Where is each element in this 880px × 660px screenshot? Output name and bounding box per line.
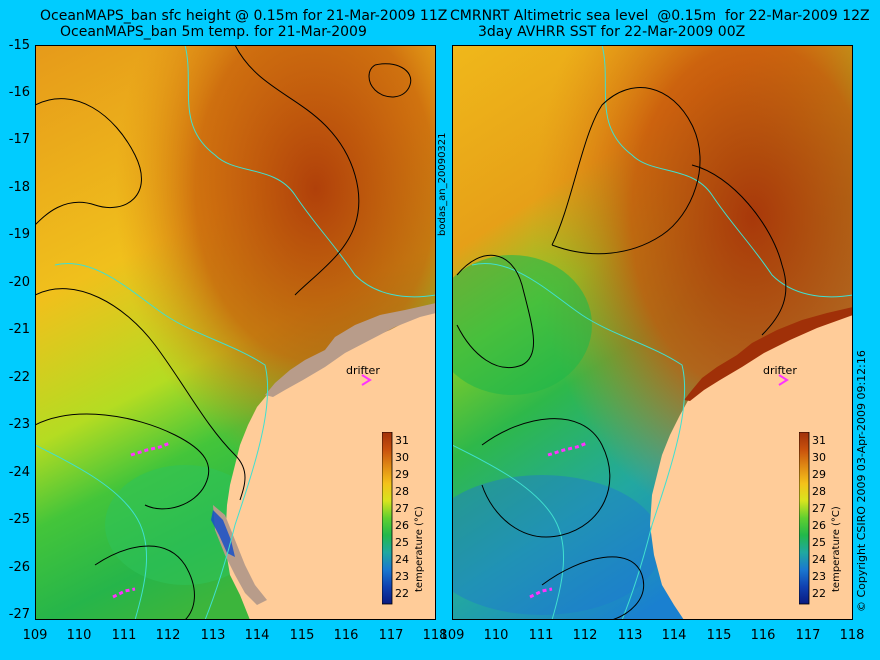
right-contour bbox=[691, 164, 787, 336]
x-tick: 117 bbox=[378, 628, 404, 643]
colorbar-tick: 25 bbox=[395, 536, 409, 549]
left-coast-grey bbox=[265, 303, 436, 397]
left-isobath bbox=[35, 444, 147, 620]
left-isobath bbox=[184, 45, 436, 298]
left-contour bbox=[234, 45, 360, 296]
right-drifter-track bbox=[547, 441, 588, 457]
left-drifter-track bbox=[130, 441, 171, 457]
colorbar-tick: 29 bbox=[395, 468, 409, 481]
y-tick: -16 bbox=[8, 85, 30, 100]
colorbar-tick: 31 bbox=[395, 434, 409, 447]
colorbar-tick: 22 bbox=[395, 587, 409, 600]
y-tick: -25 bbox=[8, 512, 30, 527]
colorbar-tick: 26 bbox=[812, 519, 826, 532]
x-tick: 111 bbox=[111, 628, 137, 643]
right-contour bbox=[551, 87, 701, 255]
colorbar-tick: 23 bbox=[395, 570, 409, 583]
x-tick: 112 bbox=[572, 628, 598, 643]
left-map bbox=[35, 45, 436, 620]
left-isobath bbox=[54, 263, 269, 620]
left-colorbar-label: temperature (°C) bbox=[414, 506, 425, 592]
right-blue-patch bbox=[452, 475, 662, 615]
right-contour bbox=[541, 556, 645, 620]
right-map-frame bbox=[452, 45, 853, 620]
left-colorbar bbox=[382, 432, 393, 605]
y-tick: -18 bbox=[8, 180, 30, 195]
colorbar-tick: 24 bbox=[812, 553, 826, 566]
y-tick: -20 bbox=[8, 275, 30, 290]
right-drifter-label: drifter bbox=[763, 364, 797, 377]
left-title-line1: OceanMAPS_ban sfc height @ 0.15m for 21-… bbox=[40, 8, 448, 24]
right-drifter-arrow bbox=[778, 374, 789, 386]
colorbar-tick: 31 bbox=[812, 434, 826, 447]
y-tick: -22 bbox=[8, 370, 30, 385]
right-contour bbox=[456, 254, 535, 369]
right-coast-dark bbox=[684, 307, 853, 401]
x-tick: 110 bbox=[483, 628, 509, 643]
left-drifter-arrow bbox=[361, 374, 372, 386]
left-map-frame bbox=[35, 45, 436, 620]
colorbar-tick: 29 bbox=[812, 468, 826, 481]
right-isobath bbox=[601, 45, 853, 298]
colorbar-tick: 30 bbox=[395, 451, 409, 464]
left-contour bbox=[94, 545, 195, 620]
right-colorbar-label: temperature (°C) bbox=[831, 506, 842, 592]
right-map bbox=[452, 45, 853, 620]
right-isobath bbox=[471, 263, 686, 620]
y-tick: -26 bbox=[8, 560, 30, 575]
x-tick: 116 bbox=[333, 628, 359, 643]
colorbar-tick: 27 bbox=[395, 502, 409, 515]
x-tick: 111 bbox=[528, 628, 554, 643]
colorbar-tick: 27 bbox=[812, 502, 826, 515]
x-tick: 114 bbox=[661, 628, 687, 643]
y-tick: -27 bbox=[8, 607, 30, 622]
left-drifter-label: drifter bbox=[346, 364, 380, 377]
x-tick: 113 bbox=[200, 628, 226, 643]
colorbar-tick: 30 bbox=[812, 451, 826, 464]
colorbar-tick: 23 bbox=[812, 570, 826, 583]
left-contour bbox=[35, 98, 142, 226]
y-tick: -17 bbox=[8, 132, 30, 147]
x-tick: 118 bbox=[839, 628, 865, 643]
colorbar-tick: 25 bbox=[812, 536, 826, 549]
side-run-label: bodas_an_20090321 bbox=[437, 132, 448, 236]
right-isobath bbox=[452, 444, 564, 620]
right-title-line1: CMRNRT Altimetric sea level @0.15m for 2… bbox=[450, 8, 870, 24]
y-tick: -23 bbox=[8, 417, 30, 432]
x-tick: 115 bbox=[706, 628, 732, 643]
copyright-label: © Copyright CSIRO 2009 03-Apr-2009 09:12… bbox=[855, 350, 868, 612]
left-shark-bay-cold bbox=[211, 510, 235, 557]
x-tick: 115 bbox=[289, 628, 315, 643]
x-tick: 114 bbox=[244, 628, 270, 643]
left-contour bbox=[368, 63, 412, 98]
y-tick: -21 bbox=[8, 322, 30, 337]
left-title-line2: OceanMAPS_ban 5m temp. for 21-Mar-2009 bbox=[60, 24, 367, 40]
x-tick: 110 bbox=[66, 628, 92, 643]
colorbar-tick: 24 bbox=[395, 553, 409, 566]
left-contour bbox=[35, 288, 246, 501]
right-contour bbox=[481, 418, 611, 538]
left-contour bbox=[35, 413, 210, 510]
x-tick: 112 bbox=[155, 628, 181, 643]
x-tick: 117 bbox=[795, 628, 821, 643]
right-colorbar bbox=[799, 432, 810, 605]
x-tick: 113 bbox=[617, 628, 643, 643]
x-tick: 109 bbox=[22, 628, 48, 643]
colorbar-tick: 28 bbox=[395, 485, 409, 498]
x-tick: 118 bbox=[422, 628, 448, 643]
right-title-line2: 3day AVHRR SST for 22-Mar-2009 00Z bbox=[478, 24, 746, 40]
x-tick: 116 bbox=[750, 628, 776, 643]
right-green-patch bbox=[452, 255, 592, 395]
colorbar-tick: 22 bbox=[812, 587, 826, 600]
y-tick: -24 bbox=[8, 465, 30, 480]
colorbar-tick: 26 bbox=[395, 519, 409, 532]
x-tick: 109 bbox=[439, 628, 465, 643]
y-tick: -19 bbox=[8, 227, 30, 242]
colorbar-tick: 28 bbox=[812, 485, 826, 498]
y-tick: -15 bbox=[8, 38, 30, 53]
